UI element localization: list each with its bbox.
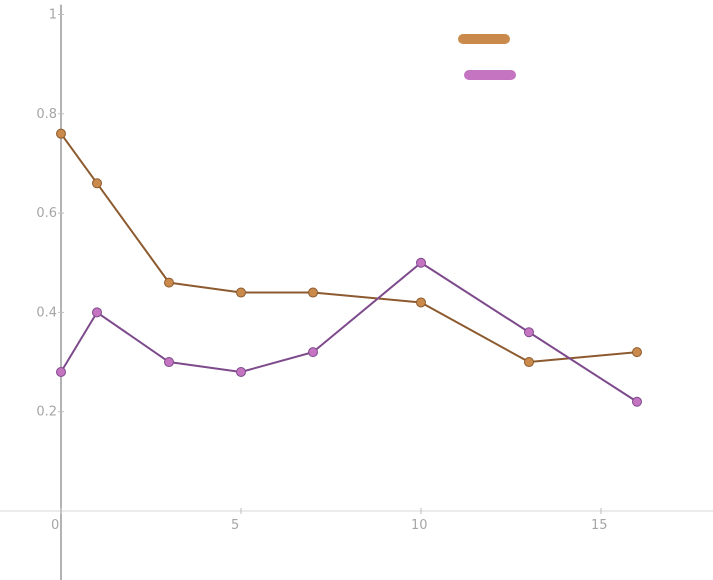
x-tick-label: 15 xyxy=(591,518,608,533)
data-point-purple xyxy=(164,357,174,368)
data-point-purple xyxy=(308,347,318,358)
y-tick-label: 0.2 xyxy=(36,405,57,420)
data-point-purple xyxy=(92,307,102,318)
y-tick-label: 0.8 xyxy=(36,107,57,122)
legend-swatch-orange[interactable] xyxy=(458,34,510,44)
legend-swatch-purple[interactable] xyxy=(464,70,516,80)
data-point-orange xyxy=(164,277,174,288)
x-tick-label: 0 xyxy=(51,518,59,533)
y-tick-label: 0.6 xyxy=(36,206,57,221)
tick-group: 0 5 10 15 0.2 0.4 0.6 0.8 1 xyxy=(36,8,607,534)
data-point-orange xyxy=(416,297,426,308)
data-point-orange xyxy=(56,128,66,139)
data-point-orange xyxy=(236,287,246,298)
y-tick-label: 1 xyxy=(49,8,57,23)
series-orange xyxy=(56,128,642,368)
series-line-purple xyxy=(60,261,638,403)
data-point-orange xyxy=(308,287,318,298)
series-purple xyxy=(56,257,642,407)
x-tick-label: 10 xyxy=(411,518,428,533)
x-tick-label: 5 xyxy=(231,518,239,533)
series-group xyxy=(56,128,642,407)
data-point-purple xyxy=(236,366,246,377)
legend xyxy=(458,34,516,80)
data-point-purple xyxy=(632,396,642,407)
data-point-orange xyxy=(92,178,102,189)
data-point-purple xyxy=(524,327,534,338)
data-point-orange xyxy=(524,357,534,368)
axes xyxy=(0,4,713,580)
data-point-orange xyxy=(632,347,642,358)
data-point-purple xyxy=(56,366,66,377)
series-line-orange xyxy=(60,133,638,364)
data-point-purple xyxy=(416,257,426,268)
y-tick-label: 0.4 xyxy=(36,305,57,320)
